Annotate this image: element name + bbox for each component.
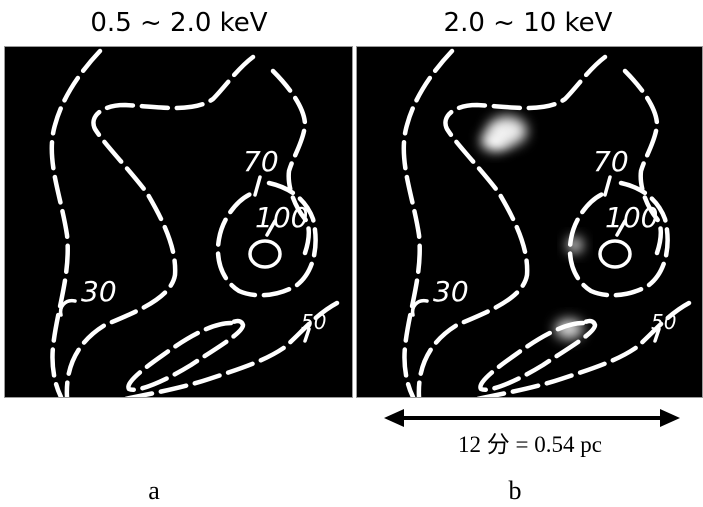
bright-source-upper-core [481, 131, 509, 151]
panel-b-contours: 70 100 30 50 [401, 48, 692, 397]
contour-30-main [64, 54, 256, 397]
contour-label-30: 30 [433, 275, 469, 308]
contour-outer-left [401, 48, 455, 397]
panel-b-image: 70 100 30 50 [356, 46, 703, 398]
contour-lower-loop [478, 318, 598, 393]
contour-lower-loop [126, 318, 246, 393]
leader-30 [58, 298, 77, 317]
contour-label-50: 50 [301, 310, 326, 334]
contour-70 [215, 180, 318, 298]
contour-outer-left [49, 48, 103, 397]
leader-70 [603, 175, 612, 197]
leader-50 [303, 327, 311, 343]
panel-a-letter: a [148, 476, 160, 505]
contour-label-30: 30 [81, 275, 117, 308]
panel-a-contours: 70 100 30 50 [49, 48, 340, 397]
contour-label-100: 100 [605, 201, 658, 234]
contour-label-70: 70 [243, 145, 279, 178]
panel-a-image: 70 100 30 50 [4, 46, 353, 398]
contour-30-right [622, 68, 663, 256]
contour-label-100: 100 [255, 201, 308, 234]
leader-100 [265, 219, 277, 237]
contour-50 [123, 300, 340, 397]
contour-70 [567, 180, 670, 298]
leader-70 [253, 175, 262, 197]
contour-100 [598, 239, 632, 269]
panel-b-letter: b [508, 476, 522, 505]
contour-50 [475, 300, 692, 397]
contour-label-70: 70 [593, 145, 629, 178]
scale-label: 12 分 = 0.54 pc [458, 432, 602, 457]
panel-b-title: 2.0 ~ 10 keV [443, 8, 613, 38]
scale-bar-arrow [384, 409, 680, 427]
contour-100 [248, 239, 282, 269]
leader-100 [615, 219, 627, 237]
panel-a-title: 0.5 ~ 2.0 keV [90, 8, 268, 38]
leader-30 [410, 298, 429, 317]
contour-30-main [416, 54, 608, 397]
contour-30-right [270, 68, 311, 256]
contour-label-50: 50 [651, 310, 676, 334]
leader-50 [653, 327, 661, 343]
